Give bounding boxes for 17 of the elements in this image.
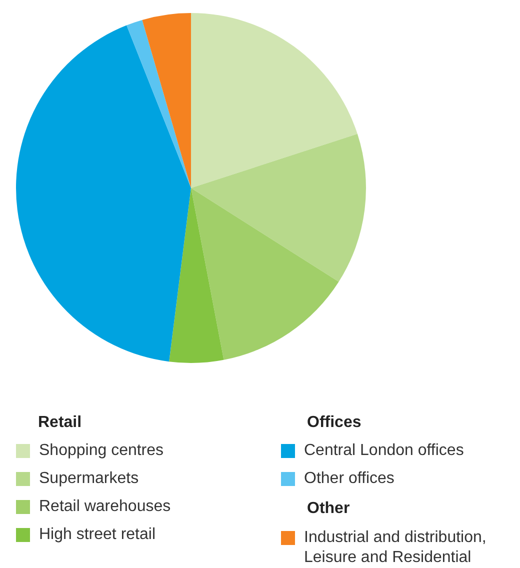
text: Offices xyxy=(307,414,362,432)
legend-label: Other offices xyxy=(304,470,394,488)
legend-label: Central London offices xyxy=(304,442,464,460)
legend-label: High street retail xyxy=(39,526,156,544)
legend-label: Industrial and distribution, Leisure and Residential xyxy=(304,529,486,566)
pie-slice xyxy=(142,13,191,188)
pie-slice xyxy=(126,20,191,188)
pie-slice xyxy=(191,134,366,282)
pie-slice xyxy=(169,188,224,363)
text: Other xyxy=(307,500,350,518)
legend-label: Supermarkets xyxy=(39,470,139,488)
pie-slice xyxy=(191,13,358,188)
text: Retail xyxy=(38,414,82,432)
pie-slice xyxy=(16,25,191,362)
legend-label: Retail warehouses xyxy=(39,498,171,516)
pie-slice xyxy=(191,188,339,360)
legend-label: Shopping centres xyxy=(39,442,164,460)
